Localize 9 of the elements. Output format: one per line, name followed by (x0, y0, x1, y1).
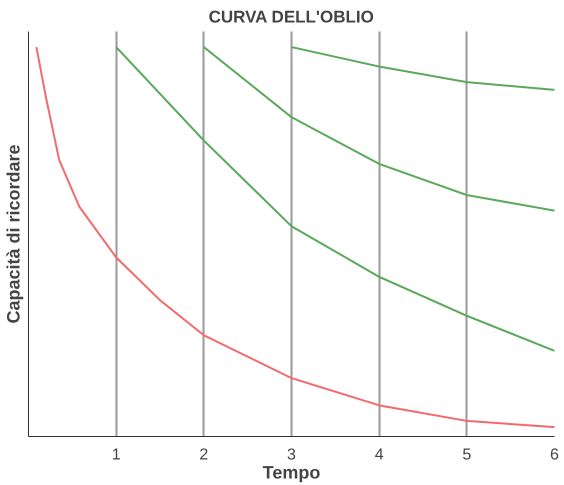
x-tick-label: 3 (287, 446, 296, 464)
x-tick-label: 5 (462, 446, 472, 464)
y-axis-title: Capacità di ricordare (4, 144, 24, 324)
x-tick-label: 4 (374, 446, 384, 464)
chart-title: CURVA DELL'OBLIO (208, 8, 374, 26)
x-tick-label: 2 (199, 446, 208, 464)
x-tick-label: 6 (550, 446, 560, 464)
x-axis-title: Tempo (262, 462, 320, 482)
x-tick-label: 1 (112, 446, 121, 464)
